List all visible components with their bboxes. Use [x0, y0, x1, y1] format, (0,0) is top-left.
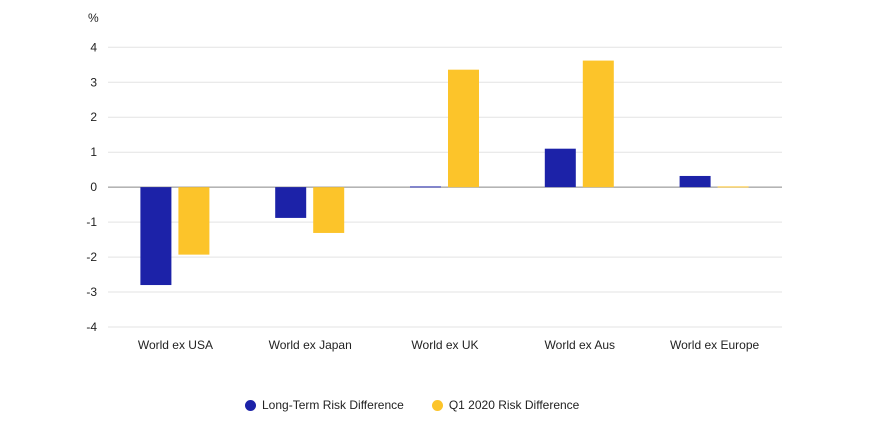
y-tick-label: -4 [86, 320, 97, 334]
y-tick-label: -1 [86, 215, 97, 229]
legend-swatch-long-term [245, 399, 256, 411]
y-tick-label: 0 [90, 180, 97, 194]
bar-long-term [679, 175, 711, 188]
x-tick-label: World ex Aus [545, 338, 615, 352]
x-tick-label: World ex Europe [670, 338, 759, 352]
bar-long-term [275, 187, 307, 218]
y-tick-label: -2 [86, 250, 97, 264]
bar-q1-2020 [582, 60, 614, 188]
y-tick-label: 3 [90, 75, 97, 89]
bar-q1-2020 [717, 186, 749, 188]
legend-item-long-term: Long-Term Risk Difference [245, 398, 404, 412]
bar-long-term [544, 148, 576, 188]
y-tick-label: 1 [90, 145, 97, 159]
legend-swatch-q1-2020 [431, 399, 443, 411]
x-tick-label: World ex Japan [269, 338, 352, 352]
x-tick-label: World ex USA [138, 338, 213, 352]
bar-q1-2020 [313, 187, 345, 233]
bar-q1-2020 [448, 69, 479, 188]
legend-item-q1-2020: Q1 2020 Risk Difference [431, 398, 580, 412]
y-tick-label: 2 [90, 110, 97, 124]
bar-long-term [410, 186, 441, 188]
y-axis-unit: % [88, 11, 99, 25]
bar-q1-2020 [178, 187, 210, 255]
y-tick-label: 4 [90, 40, 97, 54]
y-tick-label: -3 [86, 285, 97, 299]
legend-label: Long-Term Risk Difference [262, 398, 404, 412]
x-tick-label: World ex UK [411, 338, 478, 352]
bar-long-term [140, 187, 172, 286]
legend-label: Q1 2020 Risk Difference [448, 398, 580, 412]
legend: Long-Term Risk Difference Q1 2020 Risk D… [245, 398, 579, 412]
bar-chart: % 4 3 2 1 0 -1 -2 -3 -4 World ex USA World ex Japa… [86, 11, 782, 352]
